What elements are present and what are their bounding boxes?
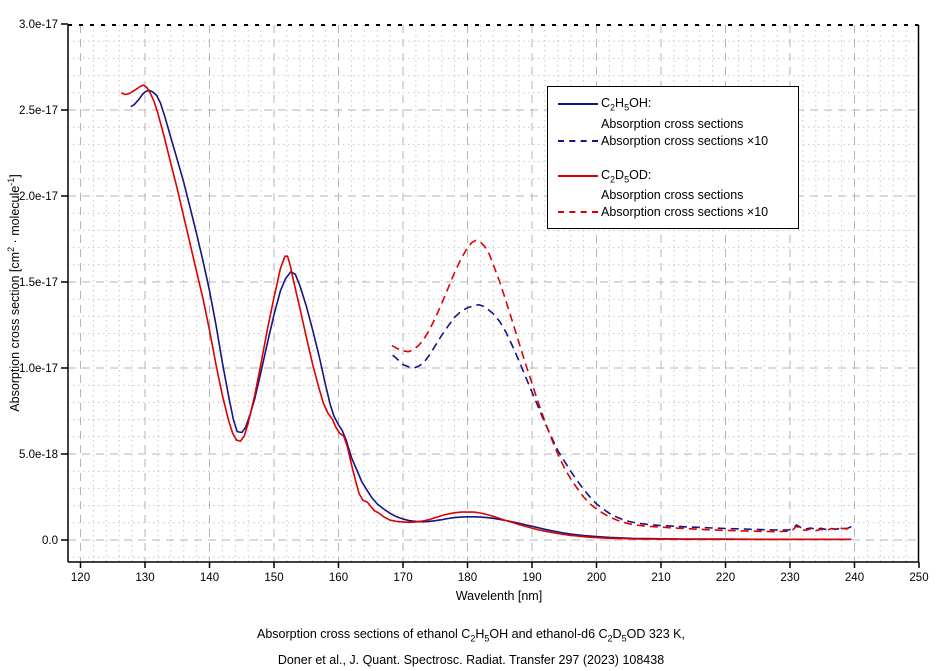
figure-caption: Absorption cross sections of ethanol C2H… xyxy=(0,624,942,671)
y-tick-label: 2.5e-17 xyxy=(19,105,58,117)
legend-entry-c2d5od-x10: Absorption cross sections ×10 xyxy=(548,204,798,220)
y-tick-label: 2.0e-17 xyxy=(19,191,58,203)
legend-label: Absorption cross sections xyxy=(601,188,744,202)
legend-entry-c2h5oh-x10: Absorption cross sections ×10 xyxy=(548,133,798,149)
x-axis-title: Wavelenth [nm] xyxy=(455,589,543,603)
x-tick-label: 170 xyxy=(393,572,412,584)
legend-label: C2H5OH: xyxy=(601,95,652,113)
curve-c2h5oh-absorption-cross-sections xyxy=(130,89,852,541)
figure-caption-line-2: Doner et al., J. Quant. Spectrosc. Radia… xyxy=(277,652,665,667)
legend-line-c2d5od-solid xyxy=(558,175,598,177)
legend-entry-c2h5oh-solid: Absorption cross sections xyxy=(548,116,798,132)
x-tick-label: 220 xyxy=(716,572,735,584)
x-tick-label: 130 xyxy=(135,572,154,584)
legend-label: Absorption cross sections ×10 xyxy=(601,205,769,219)
x-tick-label: 160 xyxy=(329,572,348,584)
x-tick-label: 190 xyxy=(522,572,541,584)
legend-entry-c2d5od-solid: Absorption cross sections xyxy=(548,187,798,203)
y-tick-label: 1.0e-17 xyxy=(19,363,58,375)
legend-line-c2d5od-dashed xyxy=(558,211,598,213)
x-tick-label: 120 xyxy=(71,572,90,584)
y-tick-label: 1.5e-17 xyxy=(19,277,58,289)
legend-label: C2D5OD: xyxy=(601,167,652,185)
legend-line-c2h5oh-dashed xyxy=(558,140,598,142)
curve-c2d5od-absorption-cross-sections-10 xyxy=(391,239,852,533)
curve-c2d5od-absorption-cross-sections xyxy=(120,84,852,541)
x-tick-label: 250 xyxy=(909,572,928,584)
legend-entry-c2h5oh-header: C2H5OH: xyxy=(548,96,798,112)
legend-label: Absorption cross sections xyxy=(601,117,744,131)
y-tick-label: 3.0e-17 xyxy=(19,19,58,31)
legend-line-c2h5oh-solid xyxy=(558,103,598,105)
absorption-spectrum-chart: 120 130 140 150 160 170 180 190 200 210 220 230 240 2… xyxy=(19,19,929,584)
x-tick-label: 230 xyxy=(780,572,799,584)
legend-label: Absorption cross sections ×10 xyxy=(601,134,769,148)
x-tick-label: 240 xyxy=(845,572,864,584)
legend-entry-c2d5od-header: C2D5OD: xyxy=(548,168,798,184)
y-tick-label: 0.0 xyxy=(42,535,58,547)
curve-c2h5oh-absorption-cross-sections-10 xyxy=(392,303,852,531)
figure-caption-line-1: Absorption cross sections of ethanol C2H… xyxy=(257,627,685,644)
x-tick-label: 200 xyxy=(587,572,606,584)
x-tick-label: 140 xyxy=(200,572,219,584)
y-axis-title: Absorption cross section [cm2 · molecule… xyxy=(5,174,23,412)
legend: C2H5OH: Absorption cross sections Absorp… xyxy=(547,86,799,229)
x-tick-label: 150 xyxy=(264,572,283,584)
x-tick-label: 180 xyxy=(458,572,477,584)
y-tick-label: 5.0e-18 xyxy=(19,449,58,461)
x-tick-label: 210 xyxy=(651,572,670,584)
